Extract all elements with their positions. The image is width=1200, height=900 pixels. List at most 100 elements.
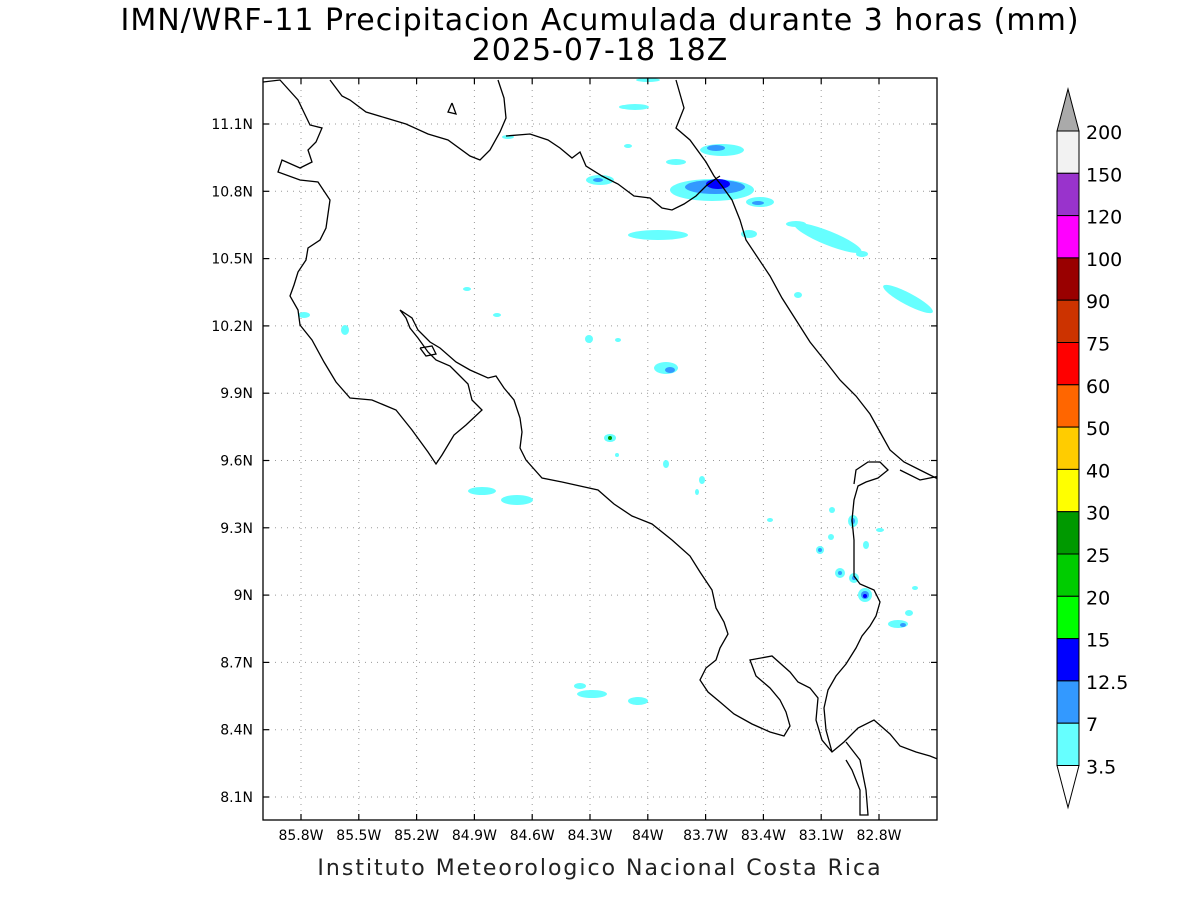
- lat-tick-label: 8.4N: [220, 723, 253, 739]
- lat-tick-label: 9N: [234, 588, 253, 604]
- colorbar-label: 3.5: [1086, 757, 1116, 779]
- colorbar-label: 50: [1086, 418, 1110, 440]
- map-grid: [263, 78, 937, 820]
- precip-cell: [912, 586, 918, 590]
- precip-cell: [863, 594, 867, 598]
- precip-cell: [585, 335, 593, 343]
- precip-cell: [615, 453, 619, 457]
- lon-tick-label: 84.6W: [510, 828, 555, 844]
- precip-cell: [298, 312, 310, 318]
- colorbar-bottom-arrow: [1056, 765, 1080, 810]
- precip-cell: [501, 495, 533, 505]
- precip-cell: [619, 105, 631, 109]
- lon-tick-label: 85.8W: [278, 828, 323, 844]
- lat-tick-label: 9.6N: [220, 454, 253, 470]
- precip-cell: [786, 221, 806, 227]
- lon-tick-label: 83.1W: [799, 828, 844, 844]
- colorbar-segment: [1056, 680, 1080, 724]
- colorbar-segment: [1056, 511, 1080, 555]
- lat-tick-label: 10.8N: [211, 184, 253, 200]
- precip-cell: [665, 367, 675, 373]
- colorbar-segment: [1056, 638, 1080, 682]
- colorbar-label: 20: [1086, 587, 1110, 609]
- precip-cell: [574, 683, 586, 689]
- map-datetime: 2025-07-18 18Z: [471, 33, 729, 68]
- lon-tick-label: 82.8W: [856, 828, 901, 844]
- colorbar-segment: [1056, 553, 1080, 597]
- precip-cell: [905, 610, 913, 616]
- precip-cell: [577, 690, 607, 698]
- precip-cell: [767, 518, 773, 522]
- precip-cell: [463, 287, 471, 291]
- colorbar-segment: [1056, 426, 1080, 470]
- lon-tick-label: 85.2W: [394, 828, 439, 844]
- colorbar-label: 30: [1086, 503, 1110, 525]
- lat-tick-label: 10.5N: [211, 252, 253, 268]
- precip-cell: [663, 460, 669, 468]
- precip-cell: [876, 528, 884, 532]
- precip-cell: [794, 223, 862, 253]
- precip-cell: [794, 292, 802, 298]
- lon-tick-label: 84.9W: [452, 828, 497, 844]
- precip-cell: [654, 362, 678, 374]
- precip-cell: [838, 571, 842, 575]
- map-frame: [262, 77, 938, 821]
- precip-cell: [608, 436, 612, 440]
- lat-tick-label: 8.1N: [220, 790, 253, 806]
- colorbar-segment: [1056, 342, 1080, 386]
- precip-cell: [707, 145, 725, 151]
- footer-credit: Instituto Meteorologico Nacional Costa R…: [317, 856, 883, 881]
- colorbar-label: 90: [1086, 291, 1110, 313]
- map-title: IMN/WRF-11 Precipitacion Acumulada duran…: [120, 3, 1080, 38]
- precip-cell: [593, 178, 603, 182]
- precip-cell: [863, 541, 869, 549]
- lon-tick-label: 84W: [632, 828, 664, 844]
- precip-cell: [883, 284, 933, 314]
- colorbar-label: 12.5: [1086, 672, 1128, 694]
- lon-tick-label: 83.7W: [683, 828, 728, 844]
- precip-cell: [752, 201, 764, 205]
- precip-cell: [900, 623, 906, 627]
- colorbar-label: 25: [1086, 545, 1110, 567]
- colorbar-label: 150: [1086, 164, 1122, 186]
- precip-cell: [624, 144, 632, 148]
- precip-cell: [628, 230, 688, 240]
- colorbar-segment: [1056, 722, 1080, 767]
- colorbar-legend: 200 150 120 100 90 75 60 50 40 30 25 20 15 12.5 7 3.5: [1056, 87, 1128, 810]
- precip-cell: [615, 338, 621, 342]
- precip-cell: [856, 251, 868, 257]
- precip-cell: [829, 507, 835, 513]
- precip-cell: [666, 159, 686, 165]
- colorbar-label: 100: [1086, 249, 1122, 271]
- colorbar-segment: [1056, 172, 1080, 217]
- colorbar-label: 200: [1086, 122, 1122, 144]
- lon-tick-label: 85.5W: [336, 828, 381, 844]
- precip-cell: [468, 487, 496, 495]
- precip-cell: [699, 476, 705, 484]
- colorbar-segment: [1056, 299, 1080, 344]
- colorbar-label: 7: [1086, 714, 1098, 736]
- colorbar-segment: [1056, 384, 1080, 428]
- colorbar-top-arrow: [1056, 87, 1080, 132]
- lat-tick-label: 9.3N: [220, 521, 253, 537]
- precip-cell: [628, 697, 648, 705]
- colorbar-label: 75: [1086, 334, 1110, 356]
- precip-cell: [341, 325, 349, 335]
- lon-tick-label: 83.4W: [741, 828, 786, 844]
- precip-cell: [695, 489, 699, 495]
- colorbar-label: 120: [1086, 207, 1122, 229]
- colorbar-label: 15: [1086, 630, 1110, 652]
- lat-tick-label: 8.7N: [220, 655, 253, 671]
- precipitation-field: [298, 78, 933, 705]
- lat-tick-label: 9.9N: [220, 386, 253, 402]
- precip-cell: [818, 548, 822, 552]
- colorbar-segment: [1056, 468, 1080, 513]
- colorbar-segment: [1056, 595, 1080, 640]
- colorbar-segment: [1056, 215, 1080, 259]
- precip-cell: [493, 313, 501, 317]
- colorbar-label: 40: [1086, 460, 1110, 482]
- coastline: [263, 79, 937, 816]
- lat-tick-label: 11.1N: [211, 117, 253, 133]
- precip-cell: [828, 534, 834, 540]
